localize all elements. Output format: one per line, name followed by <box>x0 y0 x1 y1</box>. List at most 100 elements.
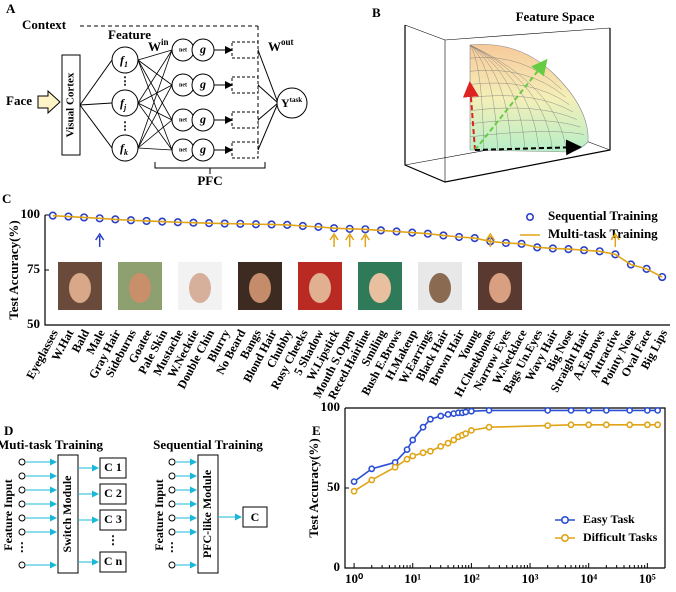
feature-name: f <box>120 53 125 67</box>
edge <box>257 84 279 104</box>
face-thumb <box>489 273 511 303</box>
edge <box>137 59 173 151</box>
net-label: net <box>179 82 187 88</box>
surface-grid <box>469 119 581 128</box>
feature-space-title: Feature Space <box>516 9 595 24</box>
marker <box>437 442 445 450</box>
marker <box>419 423 427 431</box>
vector-red <box>462 81 479 151</box>
edge <box>79 102 113 106</box>
gate-box <box>231 76 259 94</box>
face-thumb <box>429 273 451 303</box>
output-label: C 1 <box>104 460 122 474</box>
face-thumb <box>249 273 271 303</box>
highlight-arrow <box>360 232 370 247</box>
ellipsis: ⋮ <box>166 540 178 554</box>
marker <box>350 478 358 485</box>
y-axis-label: Test Accuracy(%) <box>306 438 321 538</box>
marker <box>437 412 445 420</box>
y-tick-label: 75 <box>27 261 41 276</box>
y-tick-label: 100 <box>321 399 341 414</box>
feature-sub: j <box>122 103 127 112</box>
surface-grid <box>469 95 574 113</box>
surface-grid <box>469 70 566 98</box>
marker <box>602 406 610 414</box>
pfc-module-label: PFC-like Module <box>200 469 214 558</box>
marker <box>409 436 417 444</box>
face-arrow <box>37 89 61 115</box>
legend-marker <box>560 515 569 524</box>
x-axis-label: Number of Pictures <box>451 589 560 592</box>
input-node <box>18 472 26 480</box>
y-tick-label: 0 <box>334 559 341 574</box>
series-line <box>353 409 658 483</box>
output-label: C 2 <box>104 486 122 500</box>
input-node <box>168 500 176 508</box>
pfc-brace <box>154 162 266 174</box>
marker <box>567 406 575 414</box>
y-sup: task <box>290 96 303 104</box>
surface-grid <box>469 44 539 151</box>
marker <box>462 408 470 416</box>
surface-grid <box>469 44 526 151</box>
feature-label: Feature <box>108 27 151 42</box>
net-label: net <box>179 117 187 123</box>
output-box <box>242 506 268 528</box>
marker <box>585 421 593 429</box>
marker <box>444 439 452 447</box>
axes <box>344 408 665 569</box>
marker <box>444 410 452 418</box>
legend-marker <box>560 533 569 542</box>
marker <box>403 446 411 453</box>
output-box <box>99 509 127 531</box>
legend-label: Multi-task Training <box>548 226 658 241</box>
edge <box>257 102 279 121</box>
switch-label: Switch Module <box>60 475 74 553</box>
input-node <box>168 486 176 494</box>
surface-grid <box>469 44 498 151</box>
x-tick-label: 10⁰ <box>345 571 364 586</box>
feature-name: f <box>120 96 125 110</box>
legend-label: Sequential Training <box>548 208 658 223</box>
feature-node <box>111 134 139 162</box>
edge <box>137 119 173 149</box>
diagram-b: Feature Space <box>404 9 611 183</box>
marker <box>403 455 411 463</box>
input-node <box>168 514 176 522</box>
w-in-sup: in <box>161 37 169 47</box>
marker <box>626 406 634 414</box>
marker <box>602 421 610 429</box>
edge <box>137 49 173 104</box>
marker <box>467 426 475 434</box>
highlight-arrow <box>345 232 355 247</box>
input-node <box>168 528 176 536</box>
seq-title: Sequential Training <box>153 437 263 452</box>
output-label: Ytask <box>281 96 302 110</box>
sphere-surface <box>469 44 589 153</box>
edge <box>137 49 173 61</box>
panel-label: B <box>372 5 381 20</box>
highlight-arrow <box>329 232 339 247</box>
legend-marker <box>525 213 534 222</box>
context-label: Context <box>22 17 67 32</box>
net-label: net <box>179 147 187 153</box>
w-out: W <box>268 39 281 54</box>
highlight-arrow <box>485 232 495 247</box>
switch-box <box>57 454 79 574</box>
x-tick-label: 10⁵ <box>639 571 656 586</box>
surface-grid <box>469 44 567 151</box>
output-label: C n <box>104 554 123 568</box>
diagram-d: Muti-task Training Sequential Training F… <box>0 437 268 574</box>
edge <box>137 102 173 151</box>
highlight-arrow <box>610 232 620 247</box>
edge <box>257 102 279 151</box>
marker <box>391 463 399 471</box>
g-label: g <box>199 142 206 156</box>
diagram-a: Context Feature Face Visual Cortex Win W… <box>6 17 308 188</box>
feature-node <box>111 89 139 117</box>
edge <box>137 49 173 149</box>
edge <box>137 147 173 151</box>
face-thumb <box>189 273 211 303</box>
w-in: W <box>148 39 161 54</box>
